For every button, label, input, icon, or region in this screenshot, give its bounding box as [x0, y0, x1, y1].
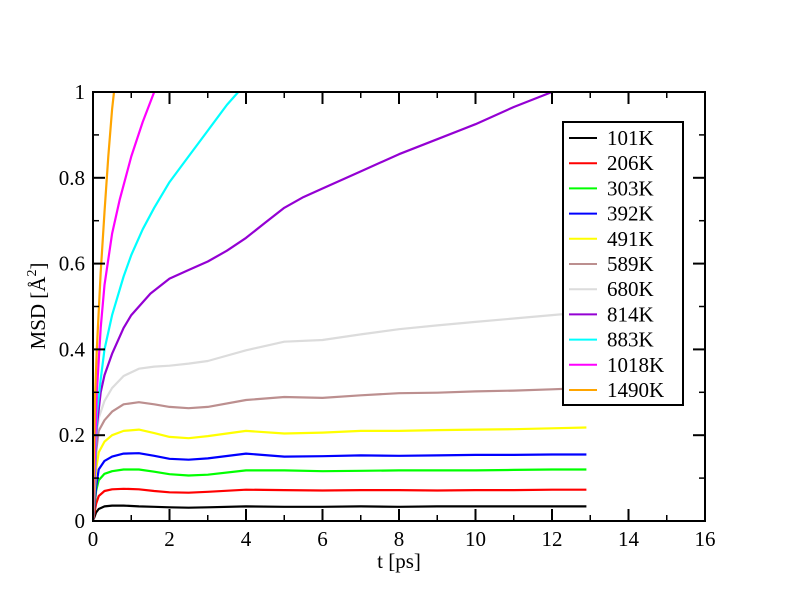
- y-tick-label: 0.6: [59, 252, 85, 276]
- y-tick-label: 1: [75, 80, 86, 104]
- legend-label: 814K: [607, 302, 654, 326]
- x-tick-label: 14: [618, 527, 640, 551]
- series-line-101K: [93, 504, 587, 521]
- x-tick-label: 8: [394, 527, 405, 551]
- x-tick-label: 16: [695, 527, 716, 551]
- series-line-491K: [93, 426, 587, 521]
- series-line-589K: [93, 386, 587, 521]
- legend-label: 1018K: [607, 353, 664, 377]
- series-line-883K: [93, 92, 240, 521]
- y-axis-label: MSD [Å2]: [25, 263, 50, 350]
- x-tick-label: 0: [88, 527, 99, 551]
- y-tick-label: 0.8: [59, 166, 85, 190]
- legend-label: 491K: [607, 227, 654, 251]
- legend-label: 1490K: [607, 378, 664, 402]
- legend-label: 206K: [607, 151, 654, 175]
- series-line-1018K: [93, 92, 156, 521]
- legend-label: 101K: [607, 126, 654, 150]
- series-line-814K: [93, 92, 553, 521]
- series-line-680K: [93, 311, 587, 521]
- series-layer: [93, 92, 587, 521]
- legend-label: 392K: [607, 202, 654, 226]
- x-tick-label: 6: [317, 527, 328, 551]
- y-tick-label: 0: [75, 509, 86, 533]
- legend-label: 883K: [607, 328, 654, 352]
- x-tick-label: 10: [465, 527, 486, 551]
- series-line-303K: [93, 468, 587, 521]
- x-tick-label: 2: [164, 527, 175, 551]
- legend-label: 589K: [607, 252, 654, 276]
- legend-label: 680K: [607, 277, 654, 301]
- y-tick-label: 0.2: [59, 423, 85, 447]
- y-tick-label: 0.4: [59, 337, 86, 361]
- x-tick-label: 12: [542, 527, 563, 551]
- series-line-392K: [93, 452, 587, 521]
- tick-layer: 0 2 4 6 8 10 12 14 16 0 0.2 0.4 0.6 0.8 1: [59, 80, 716, 551]
- legend-label: 303K: [607, 176, 654, 200]
- series-line-206K: [93, 487, 587, 521]
- x-axis-label: t [ps]: [377, 549, 421, 573]
- x-tick-label: 4: [241, 527, 252, 551]
- legend: 101K206K303K392K491K589K680K814K883K1018…: [562, 121, 684, 406]
